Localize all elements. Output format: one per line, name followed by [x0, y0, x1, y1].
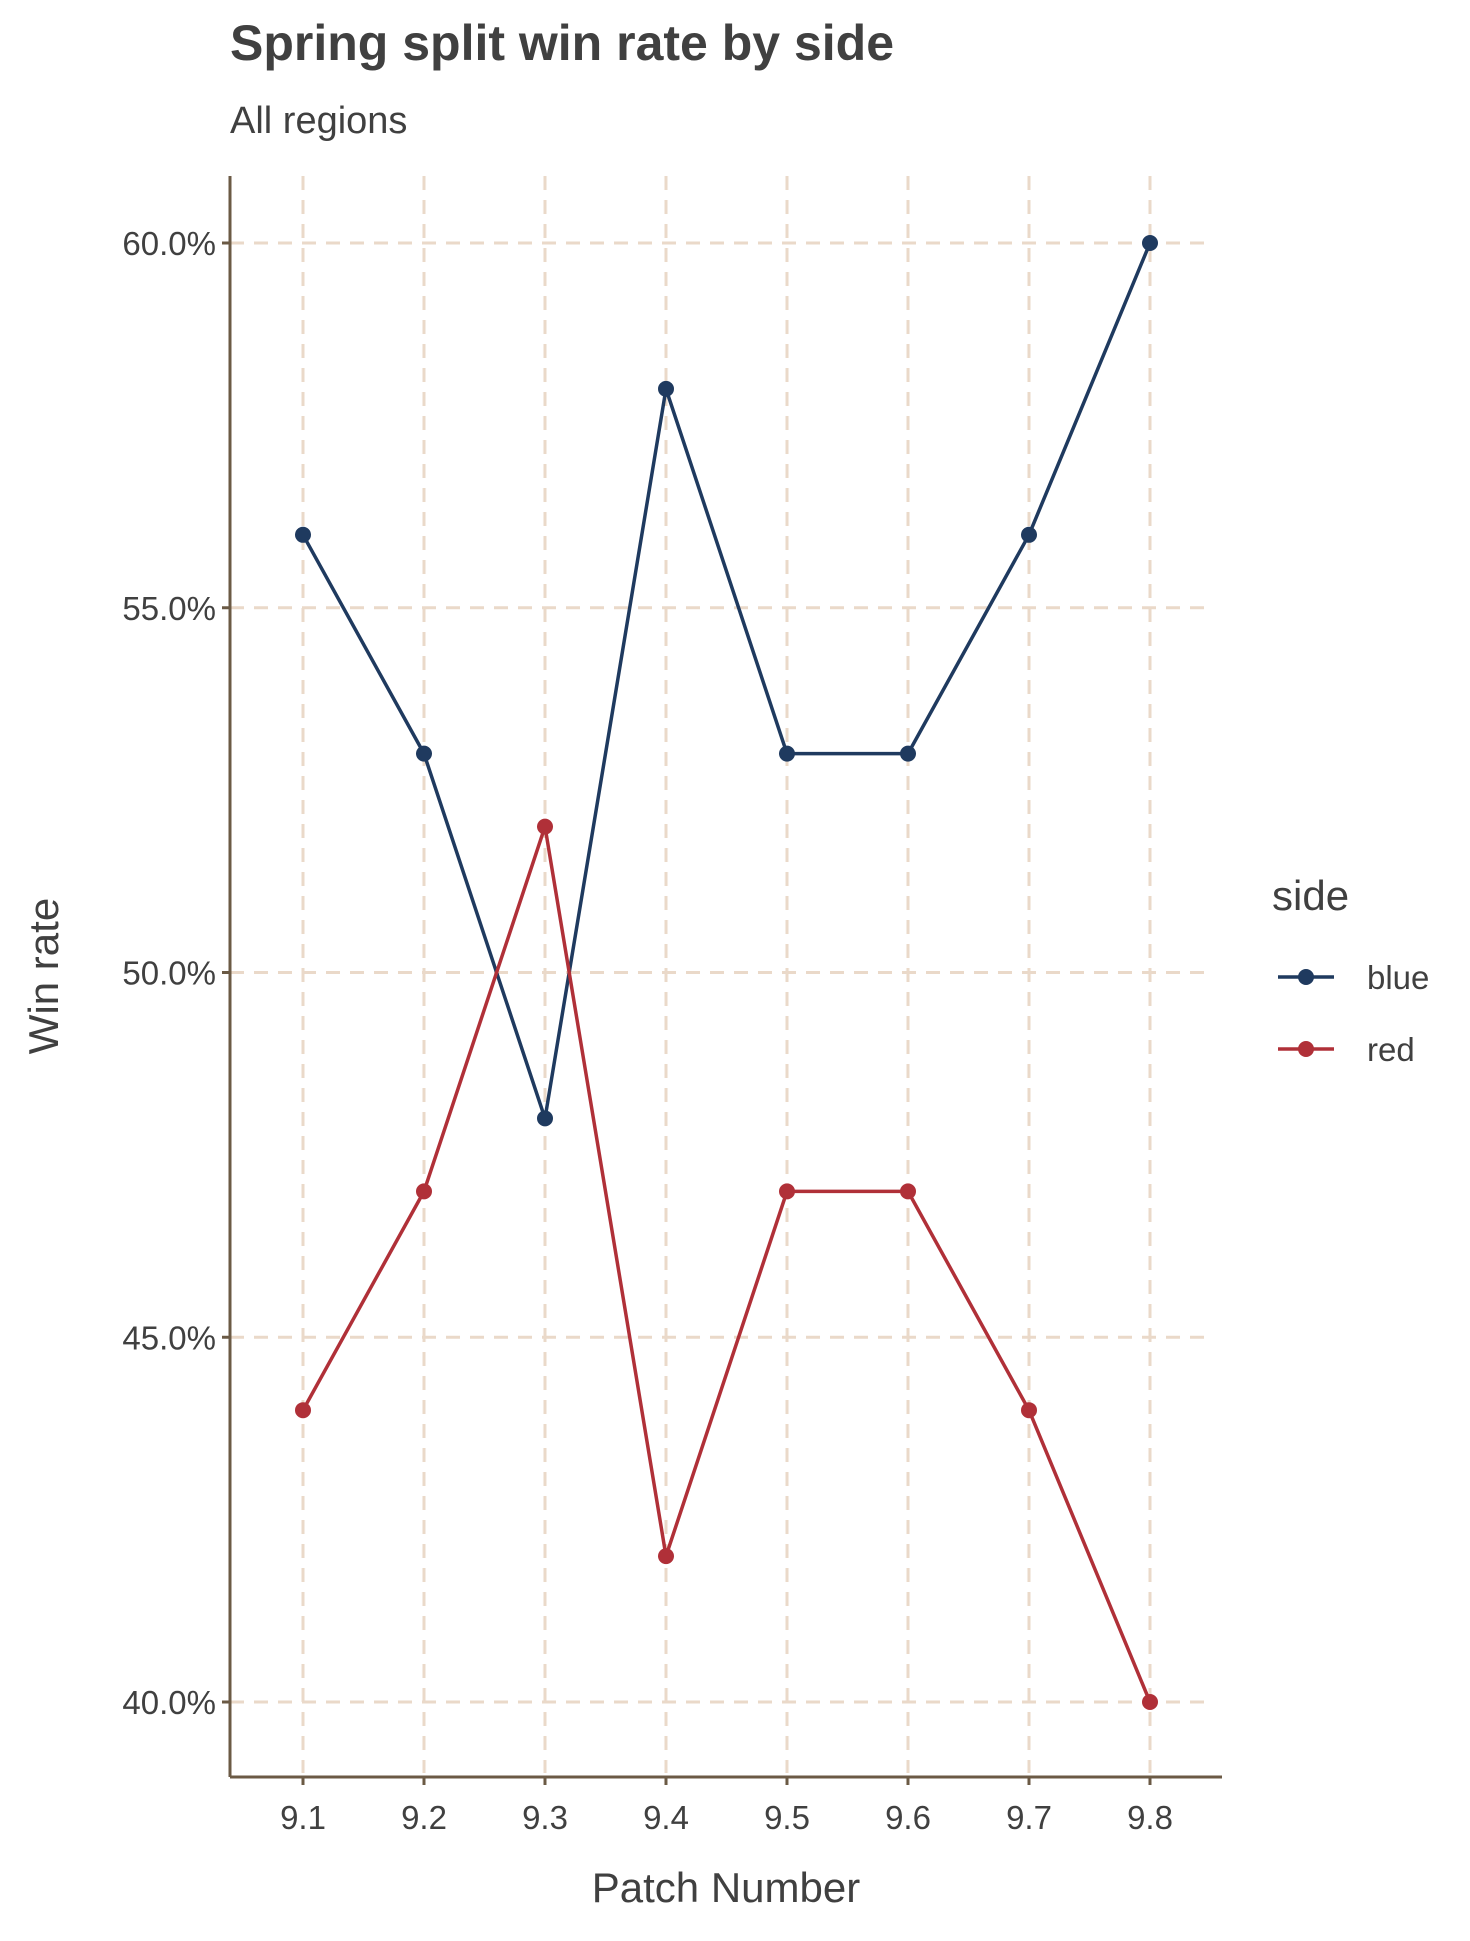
data-point-red — [416, 1183, 432, 1200]
series-line-blue — [301, 242, 1152, 1121]
y-tick-label: 60.0% — [122, 225, 216, 262]
series-line-red — [301, 824, 1152, 1703]
y-axis-label: Win rate — [20, 898, 67, 1054]
data-point-red — [900, 1183, 916, 1200]
legend-label-blue: blue — [1367, 959, 1429, 996]
data-point-blue — [1021, 526, 1037, 543]
data-point-blue — [295, 526, 311, 543]
y-tick-label: 40.0% — [122, 1684, 216, 1721]
data-point-blue — [658, 380, 674, 397]
data-point-red — [1021, 1402, 1037, 1419]
data-point-red — [295, 1402, 311, 1419]
x-tick-label: 9.4 — [643, 1799, 689, 1836]
data-point-red — [537, 818, 553, 835]
legend-key-point-red — [1298, 1041, 1314, 1057]
y-tick-label: 45.0% — [122, 1319, 216, 1356]
data-point-blue — [1142, 235, 1158, 251]
x-tick-label: 9.1 — [280, 1799, 326, 1836]
legend-key-point-blue — [1298, 969, 1314, 985]
x-tick-label: 9.2 — [401, 1799, 447, 1836]
x-tick-label: 9.5 — [764, 1799, 810, 1836]
data-point-blue — [537, 1110, 553, 1127]
legend-label-red: red — [1367, 1031, 1415, 1068]
x-tick-label: 9.6 — [885, 1799, 931, 1836]
x-tick-label: 9.7 — [1006, 1799, 1052, 1836]
y-tick-label: 50.0% — [122, 955, 216, 992]
y-tick-label: 55.0% — [122, 590, 216, 627]
data-point-blue — [900, 745, 916, 762]
legend-title: side — [1272, 872, 1349, 919]
x-axis-label: Patch Number — [592, 1864, 860, 1911]
x-tick-label: 9.3 — [522, 1799, 568, 1836]
data-point-blue — [779, 745, 795, 762]
chart-title: Spring split win rate by side — [230, 15, 895, 71]
data-point-red — [658, 1548, 674, 1565]
data-point-red — [779, 1183, 795, 1200]
chart-subtitle: All regions — [230, 100, 408, 142]
x-tick-label: 9.8 — [1127, 1799, 1173, 1836]
data-point-blue — [416, 745, 432, 762]
data-point-red — [1142, 1694, 1158, 1710]
